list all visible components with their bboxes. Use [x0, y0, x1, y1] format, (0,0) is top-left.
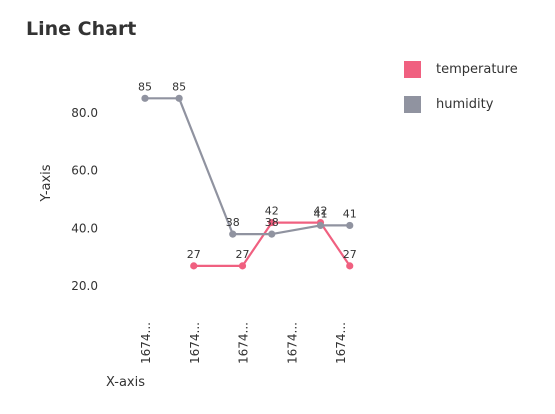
- legend-item-humidity[interactable]: humidity: [404, 93, 518, 115]
- y-axis-title: Y-axis: [39, 164, 54, 202]
- humidity-data-label: 41: [314, 207, 328, 220]
- humidity-data-label: 85: [138, 80, 152, 93]
- legend-swatch-humidity: [404, 95, 421, 113]
- temperature-data-label: 42: [265, 205, 279, 218]
- humidity-point[interactable]: [316, 221, 325, 230]
- x-tick-label: 1674...: [237, 322, 251, 364]
- legend: temperature humidity: [404, 58, 518, 128]
- temperature-point[interactable]: [190, 262, 198, 270]
- humidity-line: [145, 97, 350, 236]
- chart-title: Line Chart: [26, 18, 137, 40]
- y-tick-label: 80.0: [71, 106, 98, 120]
- humidity-data-label: 85: [172, 80, 186, 93]
- x-axis-ticks: 1674... 1674... 1674... 1674... 1674...: [139, 322, 348, 364]
- y-tick-label: 60.0: [71, 164, 98, 178]
- humidity-data-label: 41: [343, 207, 357, 220]
- temperature-data-label: 27: [343, 248, 357, 261]
- temperature-data-label: 27: [187, 248, 201, 261]
- y-tick-label: 20.0: [71, 279, 98, 293]
- humidity-point[interactable]: [141, 94, 149, 102]
- series-lines: [145, 97, 351, 267]
- temperature-point[interactable]: [268, 218, 276, 227]
- humidity-point[interactable]: [268, 230, 276, 238]
- legend-swatch-temperature: [404, 60, 421, 78]
- humidity-point[interactable]: [175, 94, 183, 102]
- humidity-data-label: 38: [226, 216, 240, 229]
- legend-label-humidity: humidity: [436, 96, 494, 112]
- x-tick-label: 1674...: [285, 322, 299, 364]
- legend-item-temperature[interactable]: temperature: [404, 58, 518, 80]
- temperature-point[interactable]: [238, 262, 247, 270]
- temperature-data-label: 27: [236, 248, 250, 261]
- y-axis-ticks: 20.0 40.0 60.0 80.0: [71, 106, 98, 293]
- x-tick-label: 1674...: [188, 322, 202, 364]
- x-tick-label: 1674...: [334, 322, 348, 364]
- humidity-data-label: 38: [265, 216, 279, 229]
- x-axis-title: X-axis: [106, 375, 145, 390]
- legend-label-temperature: temperature: [436, 61, 518, 77]
- temperature-point[interactable]: [346, 262, 354, 270]
- temperature-data-label: 42: [314, 205, 328, 218]
- y-tick-label: 40.0: [71, 221, 98, 235]
- x-tick-label: 1674...: [139, 322, 153, 364]
- data-labels: 27 27 42 42 27 85 85 38 38 41 41: [138, 80, 357, 261]
- series-points: [141, 94, 354, 270]
- humidity-point[interactable]: [346, 221, 354, 230]
- humidity-point[interactable]: [229, 230, 237, 238]
